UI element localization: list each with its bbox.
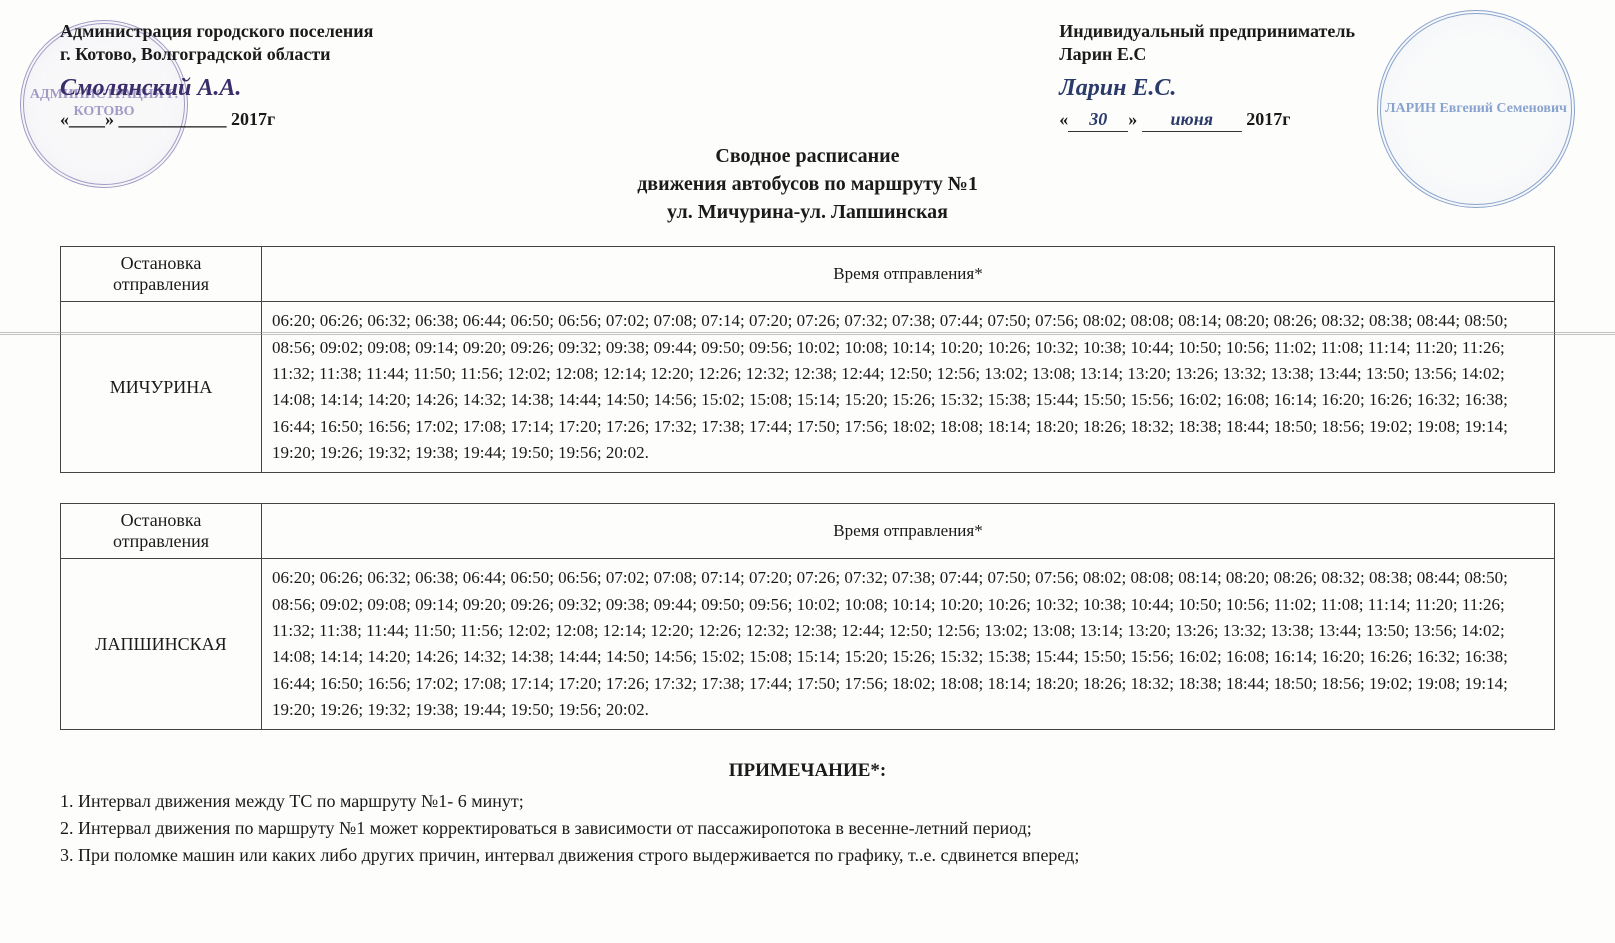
title-line3: ул. Мичурина-ул. Лапшинская <box>60 198 1555 226</box>
ip-line1: Индивидуальный предприниматель <box>1059 20 1355 43</box>
stamp-right-text: ЛАРИН Евгений Семенович <box>1385 101 1567 118</box>
stop-name-lapshinskaya: ЛАПШИНСКАЯ <box>61 559 262 730</box>
col-stop-header: Остановка отправления <box>61 247 262 302</box>
table-header-row: Остановка отправления Время отправления* <box>61 247 1555 302</box>
scan-artifact-line <box>0 332 1615 333</box>
col-times-header: Время отправления* <box>262 504 1555 559</box>
header-row: Администрация городского поселения г. Ко… <box>60 20 1555 132</box>
signature-left: Смолянский А.А. <box>60 73 373 104</box>
times-michurina: 06:20; 06:26; 06:32; 06:38; 06:44; 06:50… <box>262 302 1555 473</box>
approval-right: Индивидуальный предприниматель Ларин Е.С… <box>1059 20 1355 132</box>
date-right-month: июня <box>1142 108 1242 132</box>
note-1: 1. Интервал движения между ТС по маршрут… <box>60 788 1555 815</box>
admin-line2: г. Котово, Волгоградской области <box>60 43 373 66</box>
notes-title: ПРИМЕЧАНИЕ*: <box>60 760 1555 782</box>
notes-block: 1. Интервал движения между ТС по маршрут… <box>60 788 1555 869</box>
date-left: «____» ____________ 2017г <box>60 108 373 131</box>
table-row: МИЧУРИНА 06:20; 06:26; 06:32; 06:38; 06:… <box>61 302 1555 473</box>
admin-line1: Администрация городского поселения <box>60 20 373 43</box>
schedule-table-michurina: Остановка отправления Время отправления*… <box>60 246 1555 473</box>
date-left-prefix: «____» ____________ <box>60 109 227 129</box>
stop-name-michurina: МИЧУРИНА <box>61 302 262 473</box>
document-title: Сводное расписание движения автобусов по… <box>60 142 1555 226</box>
title-line2: движения автобусов по маршруту №1 <box>60 170 1555 198</box>
col-stop-header: Остановка отправления <box>61 504 262 559</box>
scan-artifact-line <box>0 334 1615 335</box>
note-2: 2. Интервал движения по маршруту №1 може… <box>60 815 1555 842</box>
schedule-table-lapshinskaya: Остановка отправления Время отправления*… <box>60 503 1555 730</box>
signature-right: Ларин Е.С. <box>1059 73 1355 104</box>
date-right-day: 30 <box>1068 108 1128 132</box>
ip-line2: Ларин Е.С <box>1059 43 1355 66</box>
col-times-header: Время отправления* <box>262 247 1555 302</box>
table-row: ЛАПШИНСКАЯ 06:20; 06:26; 06:32; 06:38; 0… <box>61 559 1555 730</box>
approval-left: Администрация городского поселения г. Ко… <box>60 20 373 132</box>
times-lapshinskaya: 06:20; 06:26; 06:32; 06:38; 06:44; 06:50… <box>262 559 1555 730</box>
date-left-year: 2017г <box>231 109 275 129</box>
stamp-right: ЛАРИН Евгений Семенович <box>1377 10 1575 208</box>
title-line1: Сводное расписание <box>60 142 1555 170</box>
date-right: «30» июня 2017г <box>1059 108 1355 132</box>
date-right-year: 2017г <box>1246 109 1290 129</box>
note-3: 3. При поломке машин или каких либо друг… <box>60 842 1555 869</box>
table-header-row: Остановка отправления Время отправления* <box>61 504 1555 559</box>
